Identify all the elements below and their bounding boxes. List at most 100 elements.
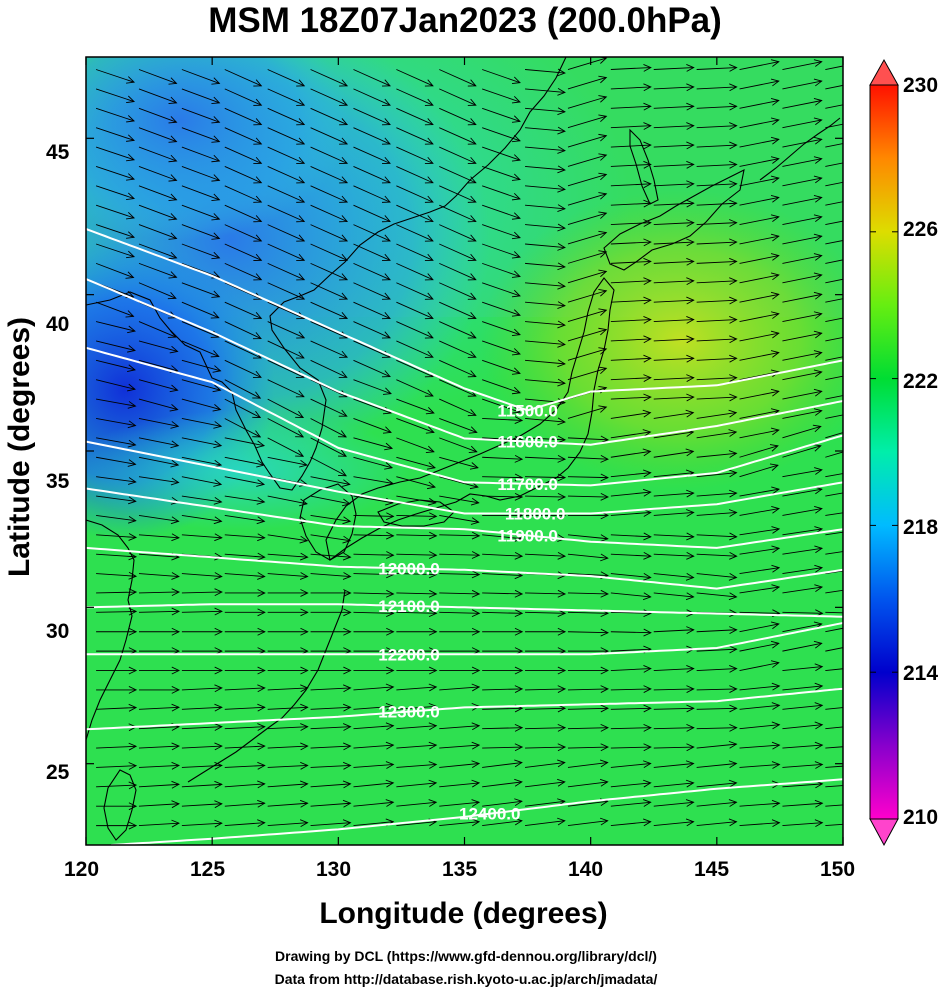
wind-arrow-shaft [525, 820, 565, 827]
wind-arrow-head [257, 703, 266, 712]
wind-arrow-head [514, 798, 523, 807]
wind-arrow-head [168, 116, 178, 124]
wind-arrow-head [127, 325, 136, 334]
wind-arrow-head [511, 96, 521, 104]
wind-arrow-head [213, 516, 223, 525]
wind-arrow-shaft [181, 69, 220, 84]
wind-arrow-shaft [610, 338, 651, 342]
wind-arrow-head [557, 609, 567, 618]
wind-arrow-shaft [181, 803, 222, 807]
wind-arrow-head [467, 350, 477, 358]
wind-arrow-shaft [138, 243, 177, 259]
wind-arrow-head [771, 721, 781, 730]
wind-arrow-shaft [525, 107, 565, 113]
wind-arrow-shaft [825, 162, 843, 167]
wind-arrow-head [170, 459, 180, 468]
wind-arrow-shaft [567, 707, 608, 710]
wind-arrow-shaft [653, 183, 694, 187]
wind-arrow-head [686, 219, 695, 227]
wind-arrow-shaft [825, 143, 843, 148]
wind-arrow-shaft [696, 67, 737, 70]
wind-arrow-head [642, 799, 652, 807]
wind-arrow-head [210, 311, 220, 319]
wind-arrow-head [424, 176, 434, 184]
wind-arrow-shaft [610, 202, 651, 206]
wind-arrow-head [467, 215, 477, 223]
wind-arrow-shaft [696, 782, 737, 788]
wind-arrow-shaft [224, 146, 262, 164]
wind-arrow-head [211, 77, 221, 85]
wind-arrow-head [385, 761, 395, 769]
wind-arrow-head [296, 253, 306, 261]
wind-arrow-shaft [138, 204, 177, 220]
wind-arrow-head [253, 312, 263, 320]
wind-arrow-head [686, 509, 695, 517]
wind-arrow-head [858, 610, 865, 617]
coast-kurils [759, 117, 841, 181]
wind-arrow-shaft [224, 243, 262, 261]
wind-arrow-shaft [482, 437, 523, 441]
wind-arrow-shaft [439, 763, 480, 768]
wind-arrow-head [299, 459, 308, 468]
wind-arrow-shaft [439, 69, 476, 87]
wind-arrow-shaft [782, 313, 822, 322]
wind-arrow-shaft [267, 204, 305, 222]
wind-arrow-head [424, 234, 434, 242]
wind-arrow-head [686, 141, 695, 150]
coast-ryukyu [187, 589, 346, 783]
wind-arrow-shaft [739, 100, 779, 109]
wind-arrow-shaft [696, 512, 737, 516]
wind-arrow-shaft [825, 647, 843, 652]
wind-arrow-shaft [739, 704, 780, 710]
wind-arrow-shaft [396, 340, 434, 358]
wind-arrow-shaft [696, 707, 737, 710]
wind-arrow-head [511, 328, 521, 337]
wind-arrow-shaft [310, 359, 347, 378]
wind-arrow-shaft [482, 592, 523, 595]
wind-arrow-head [685, 592, 695, 601]
wind-arrow-shaft [224, 553, 265, 558]
wind-arrow-shaft [353, 686, 394, 691]
wind-arrow-shaft [396, 553, 437, 556]
wind-arrow-shaft [610, 280, 651, 284]
wind-arrow-head [339, 176, 349, 184]
wind-arrow-shaft [310, 822, 351, 827]
wind-arrow-shaft [138, 88, 177, 104]
wind-arrow-head [128, 821, 138, 830]
wind-arrow-head [257, 761, 266, 770]
wind-arrow-head [643, 277, 652, 286]
wind-arrow-shaft [267, 262, 305, 281]
wind-arrow-head [557, 359, 566, 368]
wind-arrow-head [339, 195, 349, 203]
wind-arrow-shaft [567, 77, 607, 90]
wind-arrow-shaft [353, 321, 391, 339]
wind-arrow-head [686, 63, 695, 72]
wind-arrow-shaft [567, 309, 607, 322]
wind-arrow-head [253, 137, 263, 145]
wind-arrow-head [126, 212, 136, 220]
wind-arrow-head [729, 122, 738, 130]
wind-arrow-shaft [653, 299, 694, 303]
wind-arrow-head [386, 627, 395, 636]
x-axis-label: Longitude (degrees) [319, 897, 608, 930]
wind-arrow-shaft [181, 706, 222, 710]
wind-arrow-head [468, 426, 478, 434]
wind-arrow-shaft [610, 396, 651, 400]
wind-arrow-shaft [181, 687, 222, 691]
contour-label: 12400.0 [459, 805, 520, 824]
wind-arrow-head [211, 232, 221, 240]
wind-arrow-head [342, 819, 352, 828]
wind-arrow-shaft [610, 67, 651, 70]
wind-arrow-head [253, 215, 263, 223]
wind-arrow-shaft [96, 534, 137, 538]
credit-data-source: Data from http://database.rish.kyoto-u.a… [274, 971, 658, 987]
wind-arrow-shaft [439, 744, 480, 749]
wind-arrow-shaft [696, 492, 737, 497]
wind-arrow-head [428, 666, 438, 675]
wind-arrow-shaft [782, 744, 823, 749]
wind-arrow-shaft [138, 185, 177, 201]
wind-arrow-head [214, 819, 223, 828]
wind-arrow-shaft [739, 293, 779, 303]
wind-arrow-head [471, 779, 481, 788]
wind-arrow-head [385, 683, 395, 692]
